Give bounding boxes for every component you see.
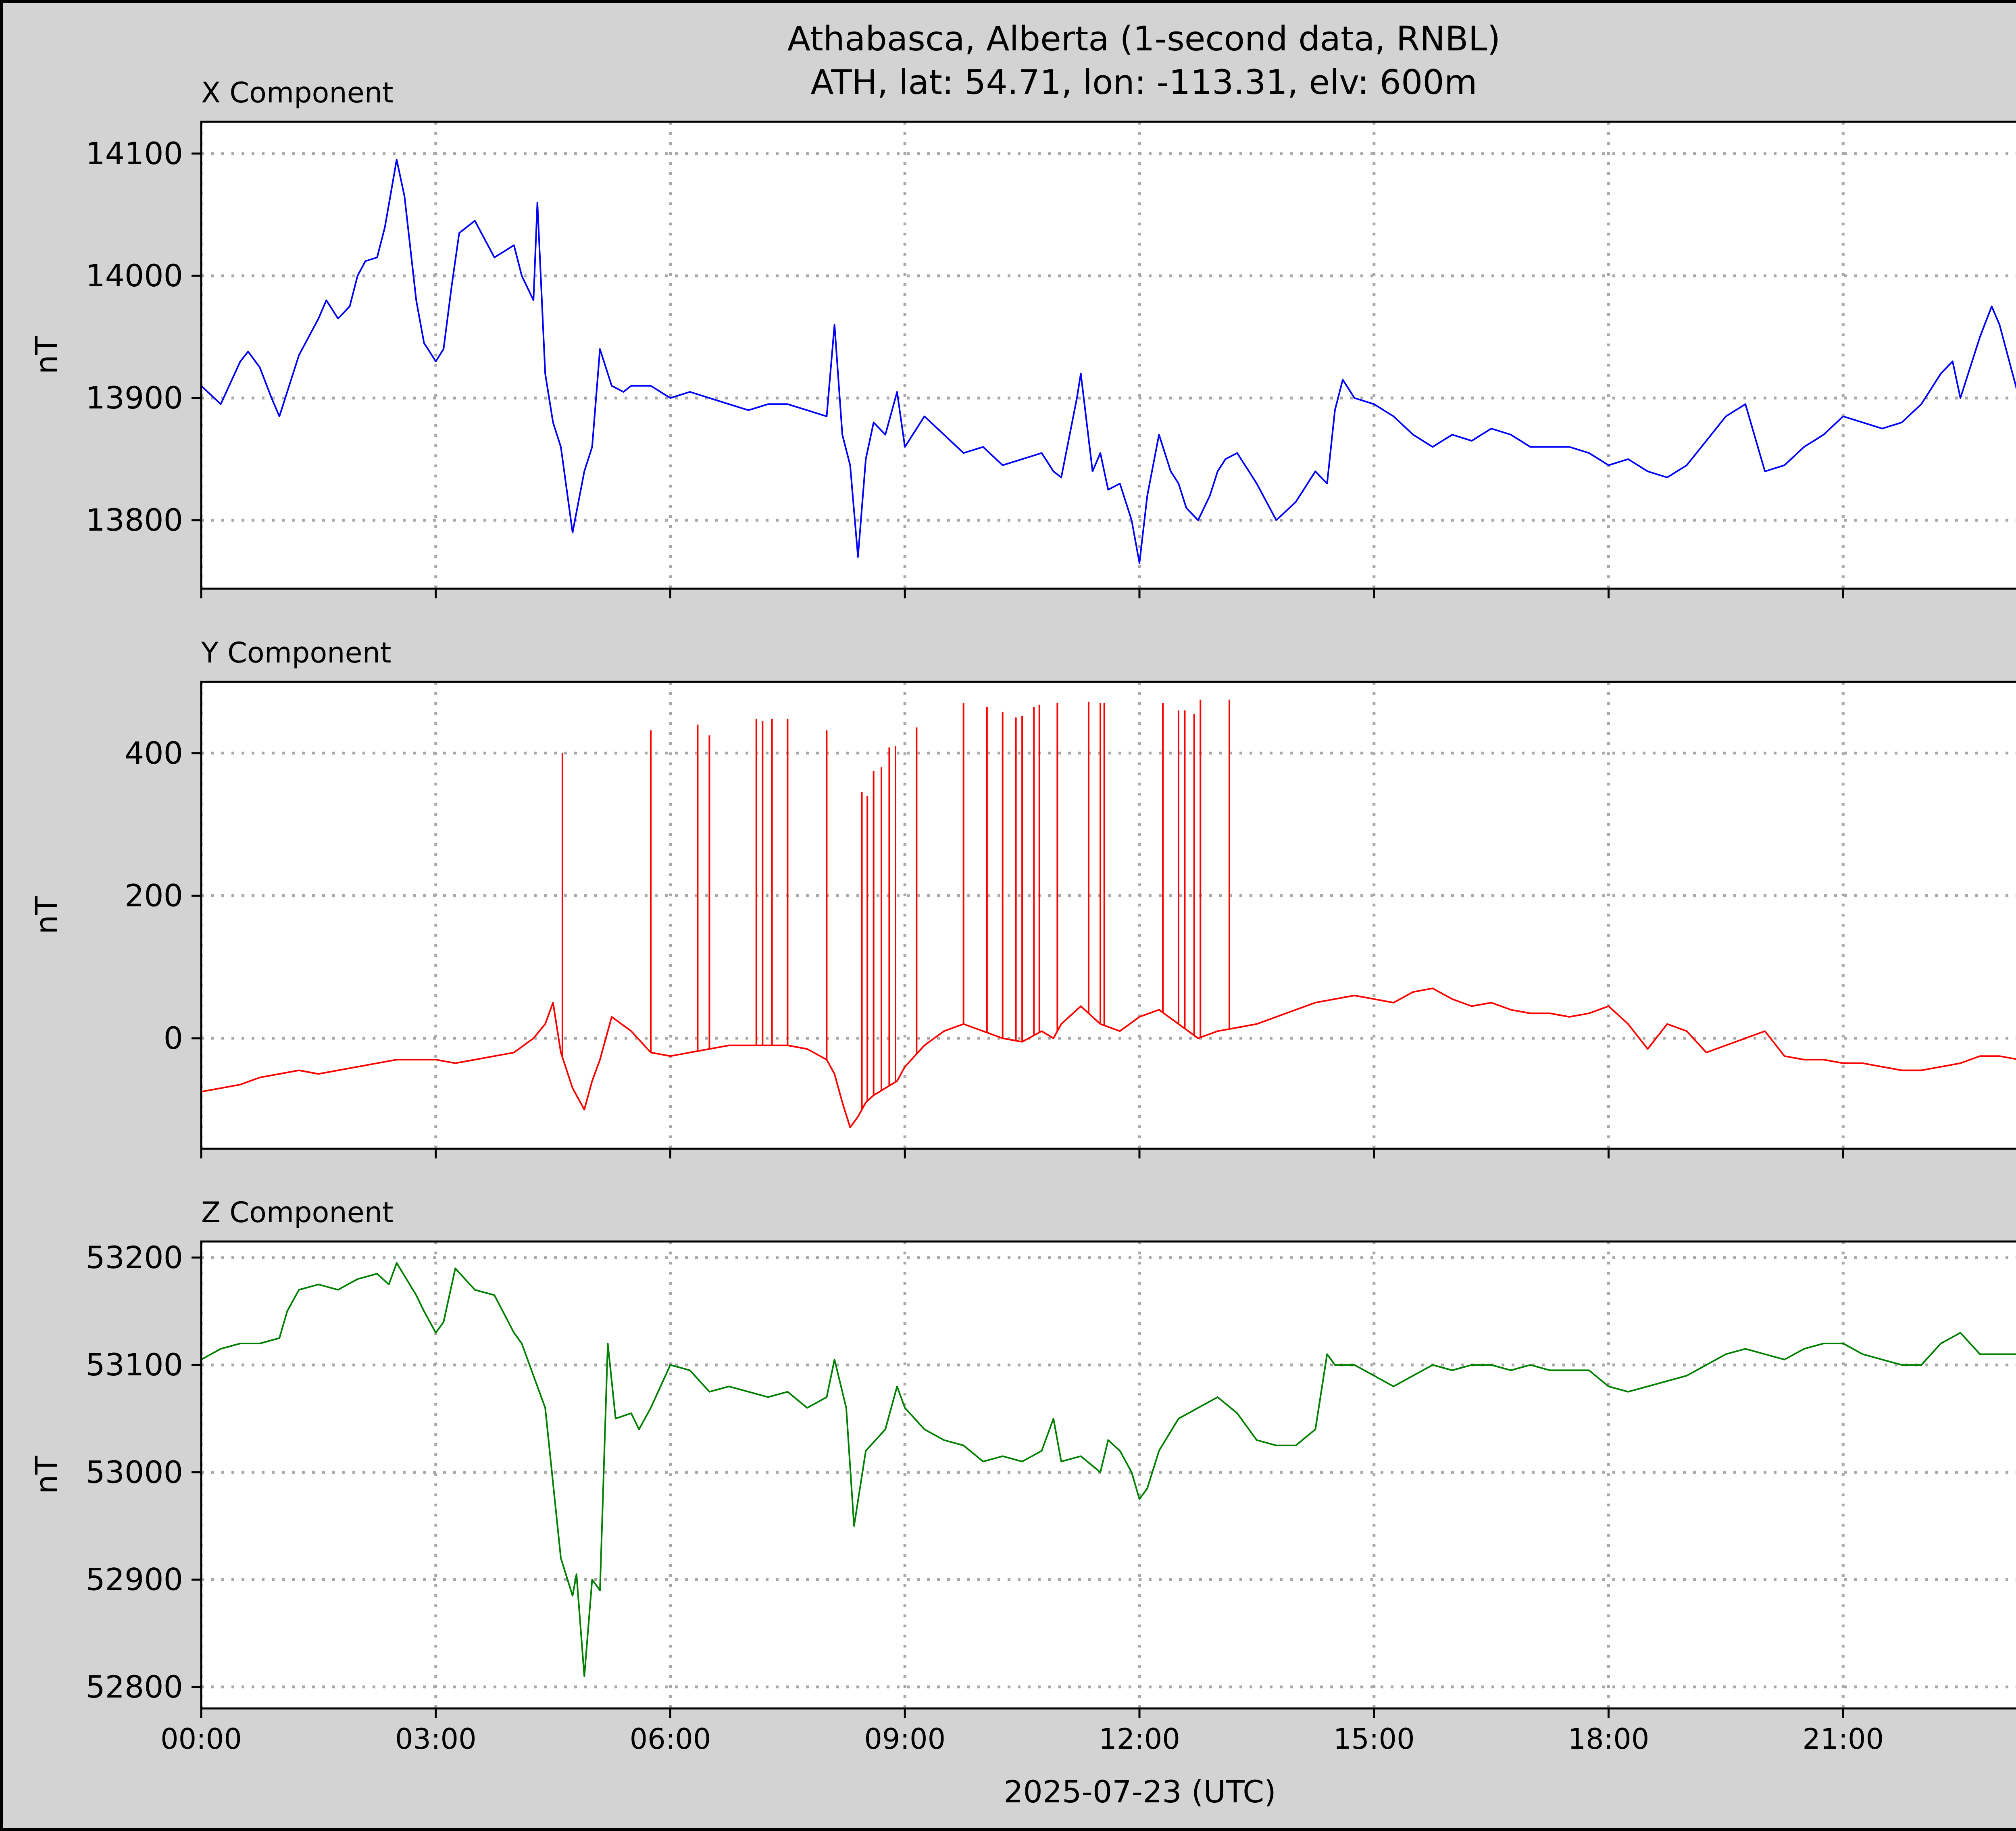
- y-tick-label-1: 52900: [85, 1562, 183, 1598]
- chart-title: Athabasca, Alberta (1-second data, RNBL): [787, 19, 1501, 58]
- panels: 13800 13900 14000 14100 X Component nT 0 200 400…: [29, 76, 2016, 1756]
- y-axis-label: nT: [29, 1456, 65, 1494]
- panel-title: Z Component: [201, 1196, 394, 1229]
- x-tick-label-3: 09:00: [864, 1723, 946, 1756]
- plot-area: [201, 682, 2016, 1149]
- series-line: [201, 987, 2016, 1128]
- y-tick-label-2: 400: [125, 735, 183, 771]
- x-axis-label: 2025-07-23 (UTC): [1004, 1774, 1276, 1810]
- chart-svg: Athabasca, Alberta (1-second data, RNBL)…: [29, 19, 2016, 1810]
- x-tick-label-0: 00:00: [160, 1723, 242, 1756]
- x-tick-label-1: 03:00: [395, 1723, 477, 1756]
- y-tick-label-4: 53200: [85, 1239, 183, 1275]
- x-tick-label-6: 18:00: [1568, 1723, 1649, 1756]
- panel-0: 13800 13900 14000 14100 X Component nT: [29, 76, 2016, 598]
- series-line: [201, 159, 2016, 564]
- y-axis-label: nT: [29, 336, 65, 374]
- y-tick-label-1: 200: [125, 877, 183, 913]
- panel-title: X Component: [201, 76, 394, 109]
- x-tick-label-7: 21:00: [1802, 1723, 1884, 1756]
- y-tick-label-2: 14000: [85, 258, 183, 294]
- panel-2: 00:00 03:00 06:00 09:00 12:00 15:00 18:00 21:00…: [29, 1196, 2016, 1756]
- panel-1: 0 200 400 Y Component nT: [29, 636, 2016, 1158]
- y-tick-label-3: 14100: [85, 135, 183, 171]
- y-tick-label-3: 53100: [85, 1347, 183, 1383]
- plot-area: [201, 122, 2016, 589]
- y-axis-label: nT: [29, 896, 65, 934]
- y-tick-label-2: 53000: [85, 1454, 183, 1490]
- y-tick-label-0: 0: [164, 1020, 183, 1056]
- y-tick-label-0: 52800: [85, 1669, 183, 1705]
- x-tick-label-2: 06:00: [630, 1723, 711, 1756]
- x-tick-label-4: 12:00: [1099, 1723, 1180, 1756]
- panel-title: Y Component: [201, 636, 391, 669]
- chart-subtitle: ATH, lat: 54.71, lon: -113.31, elv: 600m: [810, 62, 1477, 102]
- series-line: [201, 1262, 2016, 1677]
- y-tick-label-0: 13800: [85, 502, 183, 538]
- y-tick-label-1: 13900: [85, 380, 183, 416]
- plot-area: [201, 1241, 2016, 1708]
- x-tick-label-5: 15:00: [1333, 1723, 1415, 1756]
